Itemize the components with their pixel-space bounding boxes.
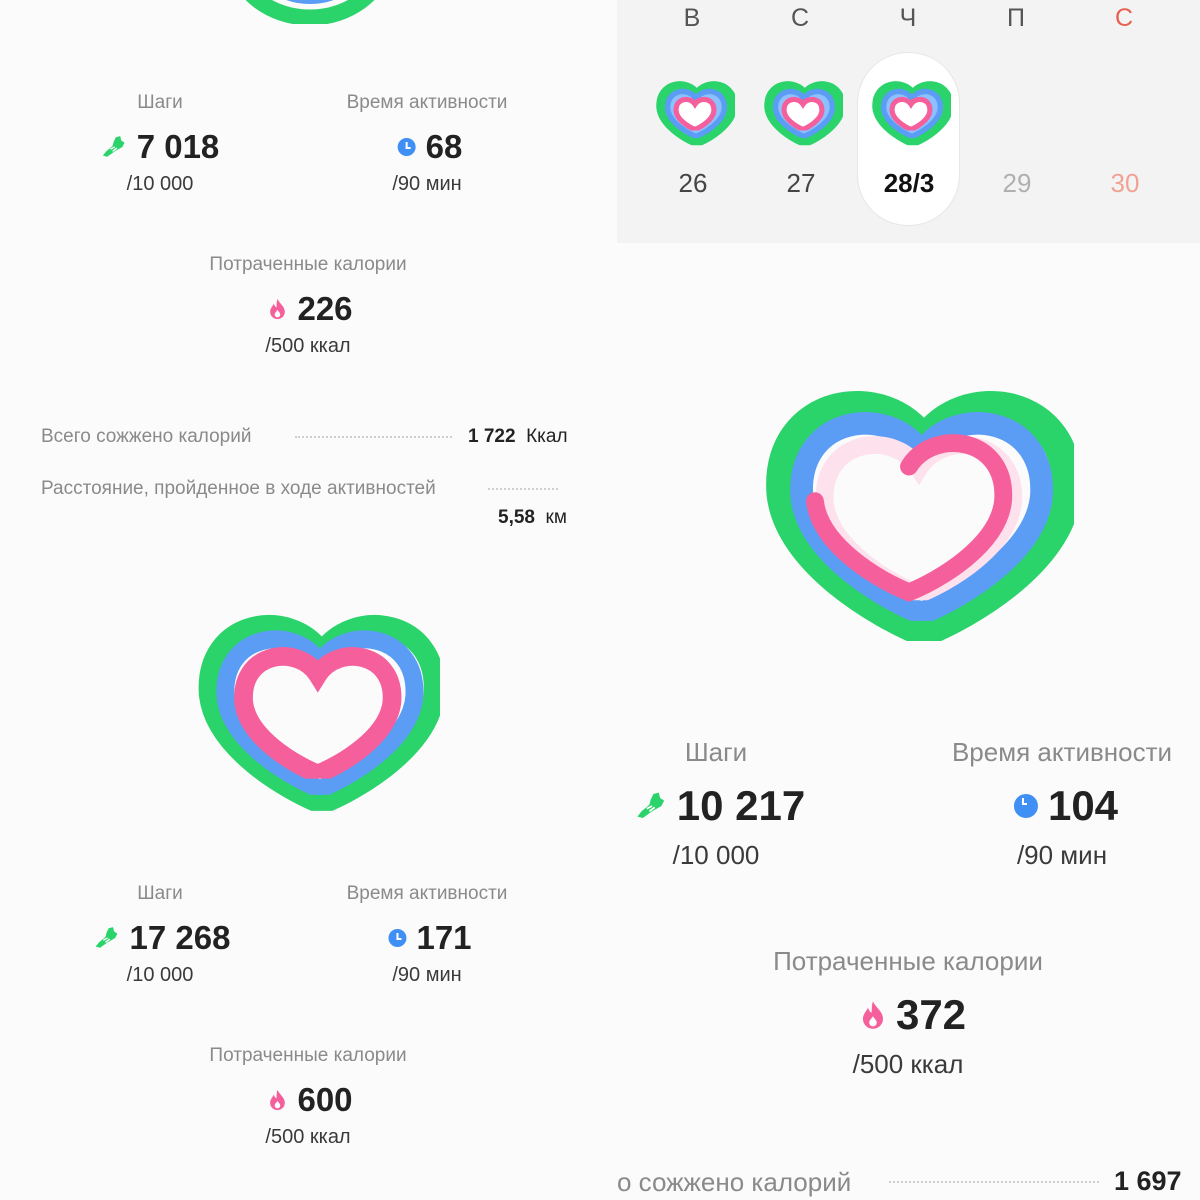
divider-dots	[889, 1181, 1099, 1183]
steps-value: 7 018	[101, 128, 219, 166]
steps-goal: /10 000	[126, 964, 194, 986]
divider-dots	[295, 436, 452, 438]
shoe-icon	[635, 790, 667, 822]
calories-value: 226	[267, 290, 353, 328]
day-28-heart[interactable]	[867, 76, 951, 148]
day-heart-partial	[617, 78, 627, 142]
calories-goal: /500 ккал	[265, 1126, 351, 1148]
steps-value: 17 268	[94, 919, 230, 957]
steps-label: Шаги	[684, 737, 748, 767]
activity-time-label: Время активности	[951, 737, 1173, 767]
activity-summary-right: В С Ч П С 26 27 28/3 29 30	[617, 0, 1200, 1200]
activity-time-label: Время активности	[346, 883, 508, 904]
day-number[interactable]: 29	[1002, 168, 1032, 198]
weekday-letter: С	[790, 4, 810, 32]
flame-icon	[267, 298, 287, 320]
flame-icon	[267, 1089, 287, 1111]
total-burned-label: Всего сожжено калорий	[41, 426, 252, 447]
activity-time-value: 68	[397, 128, 462, 166]
weekday-letter: В	[683, 4, 701, 32]
calories-goal: /500 ккал	[265, 335, 351, 357]
shoe-icon	[101, 134, 127, 160]
activity-rings-heart-partial	[245, 0, 375, 24]
distance-value: 5,58 км	[498, 507, 567, 528]
clock-icon	[1013, 794, 1038, 818]
week-strip: В С Ч П С 26 27 28/3 29 30	[617, 0, 1200, 243]
day-26-heart[interactable]	[651, 76, 735, 148]
steps-goal: /10 000	[672, 840, 760, 870]
steps-goal: /10 000	[126, 173, 194, 195]
day-number[interactable]: 30	[1110, 168, 1140, 198]
steps-value: 10 217	[635, 782, 805, 830]
clock-icon	[388, 929, 407, 947]
calories-label: Потраченные калории	[773, 946, 1043, 976]
calories-value: 600	[267, 1081, 353, 1119]
day-number-selected[interactable]: 28/3	[883, 168, 935, 198]
day-number[interactable]: 26	[678, 168, 708, 198]
activity-time-goal: /90 мин	[392, 173, 462, 195]
weekday-letter: С	[1114, 4, 1134, 32]
total-burned-value: 1 697	[1114, 1166, 1182, 1196]
distance-label: Расстояние, пройденное в ходе активносте…	[41, 478, 436, 499]
activity-time-goal: /90 мин	[1016, 840, 1108, 870]
weekday-letter: Ч	[899, 4, 917, 32]
calories-label: Потраченные калории	[209, 1045, 407, 1066]
flame-icon	[860, 1000, 886, 1030]
calories-value: 372	[860, 991, 966, 1039]
day-27-heart[interactable]	[759, 76, 843, 148]
activity-time-goal: /90 мин	[392, 964, 462, 986]
total-burned-label: о сожжено калорий	[617, 1167, 852, 1197]
clock-icon	[397, 138, 416, 156]
activity-time-value: 104	[1013, 782, 1118, 830]
activity-summary-left: Шаги 7 018 /10 000 Время активности 68 /…	[41, 0, 568, 1148]
divider-dots	[488, 488, 558, 490]
activity-rings-heart	[180, 598, 440, 818]
activity-time-label: Время активности	[346, 92, 508, 113]
activity-time-value: 171	[388, 919, 472, 957]
steps-label: Шаги	[137, 883, 183, 904]
steps-label: Шаги	[137, 92, 183, 113]
shoe-icon	[94, 925, 120, 951]
day-number[interactable]: 27	[786, 168, 816, 198]
total-burned-value: 1 722 Ккал	[468, 426, 568, 447]
activity-rings-heart-large	[744, 368, 1074, 653]
calories-label: Потраченные калории	[209, 254, 407, 275]
weekday-letter: П	[1007, 4, 1025, 32]
calories-goal: /500 ккал	[852, 1049, 964, 1079]
